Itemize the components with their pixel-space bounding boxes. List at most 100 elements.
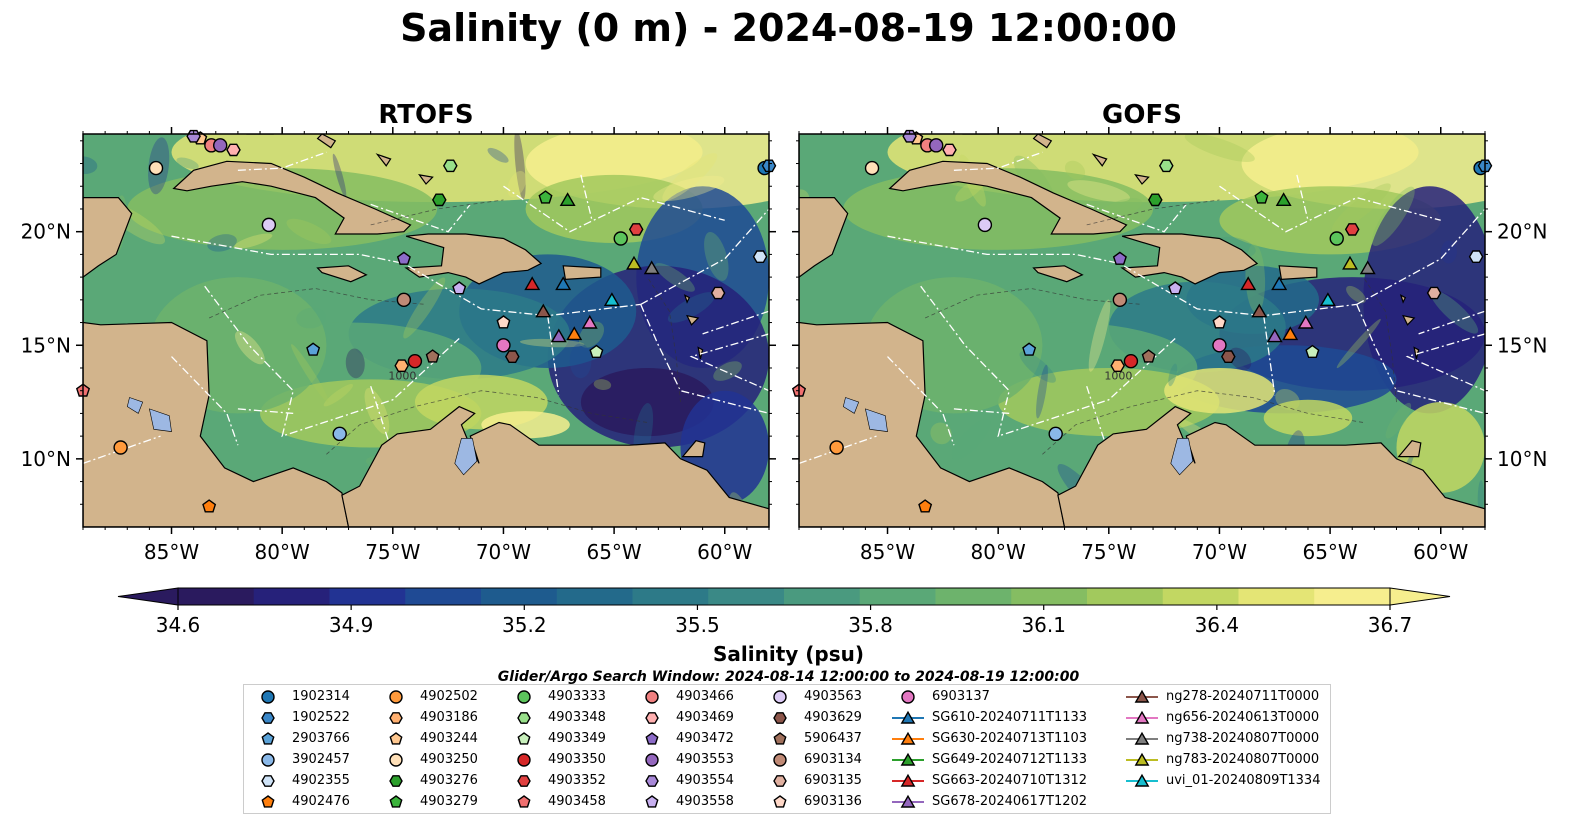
- legend-label: 6903136: [804, 794, 862, 809]
- marker-ng783-20240807T0000: [626, 255, 643, 270]
- colorbar-bin: [556, 588, 633, 605]
- legend-label: 4903558: [676, 794, 734, 809]
- eez-line-8: [83, 435, 161, 465]
- legend-label: 4903348: [548, 710, 606, 725]
- marker-2903766: [306, 342, 321, 356]
- x-tick-label: 60°W: [1413, 540, 1468, 564]
- eez-line-14: [1296, 174, 1309, 221]
- land-8: [1032, 134, 1053, 149]
- x-tick-label: 85°W: [144, 540, 199, 564]
- marker-4903563: [261, 217, 277, 233]
- eez-line-11: [1086, 385, 1106, 441]
- marker-4903629: [504, 350, 520, 363]
- legend-marker: [389, 753, 403, 767]
- y-tick-label: 20°N: [21, 220, 71, 244]
- legend-label: SG663-20240710T1312: [932, 773, 1088, 788]
- marker-4903350: [1123, 353, 1139, 369]
- marker-ng278-20240711T0000: [1251, 303, 1268, 318]
- legend-label: SG678-20240617T1202: [932, 794, 1088, 809]
- eez-line-1: [204, 285, 460, 438]
- marker-4903350: [407, 353, 423, 369]
- marker-4903558: [452, 281, 467, 295]
- legend-marker: [517, 732, 531, 745]
- marker-4903186: [394, 359, 410, 372]
- land-8: [316, 134, 337, 149]
- marker-4903563: [977, 217, 993, 233]
- bathymetry-contour-2: [1362, 276, 1397, 403]
- colorbar-bin: [253, 588, 330, 605]
- eez-line-13: [953, 151, 1043, 171]
- legend-label: 4903553: [676, 752, 734, 767]
- marker-ng656-20240613T0000: [1297, 314, 1314, 329]
- legend-marker: [389, 775, 403, 787]
- legend-label: 4903469: [676, 710, 734, 725]
- map-panel-rtofs: 1000 85°W 80°W 75°W 70°W 65°W 60°W 10°N 15°N 20°N: [21, 127, 777, 564]
- legend-label: 4903279: [420, 794, 478, 809]
- marker-6903134: [396, 292, 412, 308]
- marker-4903276: [1147, 193, 1163, 207]
- lake-2: [842, 397, 860, 414]
- legend-marker: [773, 712, 787, 724]
- legend-label: 4903458: [548, 794, 606, 809]
- bathymetry-contour-1: [208, 288, 427, 319]
- legend-marker: [773, 753, 787, 767]
- marker-ng738-20240807T0000: [643, 260, 660, 275]
- x-tick-label: 75°W: [1081, 540, 1136, 564]
- marker-4902502: [113, 440, 128, 455]
- legend-marker: [773, 795, 787, 808]
- legend-marker: [645, 753, 659, 767]
- marker-SG630-20240713T1103: [566, 326, 583, 341]
- land-2: [888, 160, 1128, 235]
- marker-6903137: [1212, 338, 1227, 353]
- legend-label: ng738-20240807T0000: [1166, 731, 1320, 746]
- marker-4903629: [1220, 350, 1236, 363]
- colorbar-bin: [329, 588, 406, 605]
- legend-label: 6903134: [804, 752, 862, 767]
- eez-line-8: [799, 435, 877, 465]
- land-11: [683, 294, 691, 304]
- marker-4903333: [613, 231, 628, 246]
- legend-label: 4903352: [548, 773, 606, 788]
- marker-uvi_01-20240809T1334: [1319, 292, 1336, 306]
- legend-label: 5906437: [804, 731, 862, 746]
- legend-marker: [261, 690, 275, 704]
- colorbar-extend-high: [1389, 587, 1451, 606]
- y-tick-label: 15°N: [21, 333, 71, 357]
- legend-label: ng278-20240711T0000: [1166, 689, 1320, 704]
- y-tick-label: 15°N: [1497, 333, 1547, 357]
- colorbar-bin: [859, 588, 936, 605]
- marker-4903279: [1254, 190, 1269, 204]
- marker-6903137: [496, 338, 511, 353]
- colorbar-bin: [405, 588, 482, 605]
- colorbar-bin: [708, 588, 785, 605]
- map-panels: 1000 85°W 80°W 75°W 70°W 65°W 60°W 10°N 15°N 20°N…: [21, 127, 1547, 564]
- marker-4903349: [1305, 344, 1320, 358]
- marker-SG663-20240710T1312: [1240, 276, 1257, 291]
- legend-label: 4903472: [676, 731, 734, 746]
- eez-line-14: [580, 174, 593, 221]
- eez-line-3: [1356, 304, 1485, 415]
- marker-SG649-20240712T1133: [1275, 192, 1292, 206]
- legend-marker: [517, 753, 531, 767]
- colorbar-bin: [1162, 588, 1239, 605]
- legend-label: 6903137: [932, 689, 990, 704]
- legend-marker: [389, 712, 403, 724]
- eez-line-12: [1086, 203, 1187, 233]
- marker-4903352: [628, 223, 644, 236]
- marker-4903348: [442, 159, 458, 173]
- land-14: [1397, 440, 1422, 458]
- eez-line-12: [370, 203, 471, 233]
- legend-label: 4903349: [548, 731, 606, 746]
- eez-line-7: [702, 310, 769, 335]
- marker-4903352: [1344, 223, 1360, 236]
- marker-4903279: [538, 190, 553, 204]
- eez-line-13: [237, 151, 327, 171]
- colorbar-extend-low: [117, 587, 179, 606]
- colorbar-tick-label: 36.4: [1195, 613, 1240, 637]
- legend-marker: [261, 732, 275, 745]
- eez-line-9: [887, 356, 955, 446]
- marker-4903348: [1158, 159, 1174, 173]
- marker-ng738-20240807T0000: [1359, 260, 1376, 275]
- land-5: [1032, 265, 1084, 283]
- legend-label: 3902457: [292, 752, 350, 767]
